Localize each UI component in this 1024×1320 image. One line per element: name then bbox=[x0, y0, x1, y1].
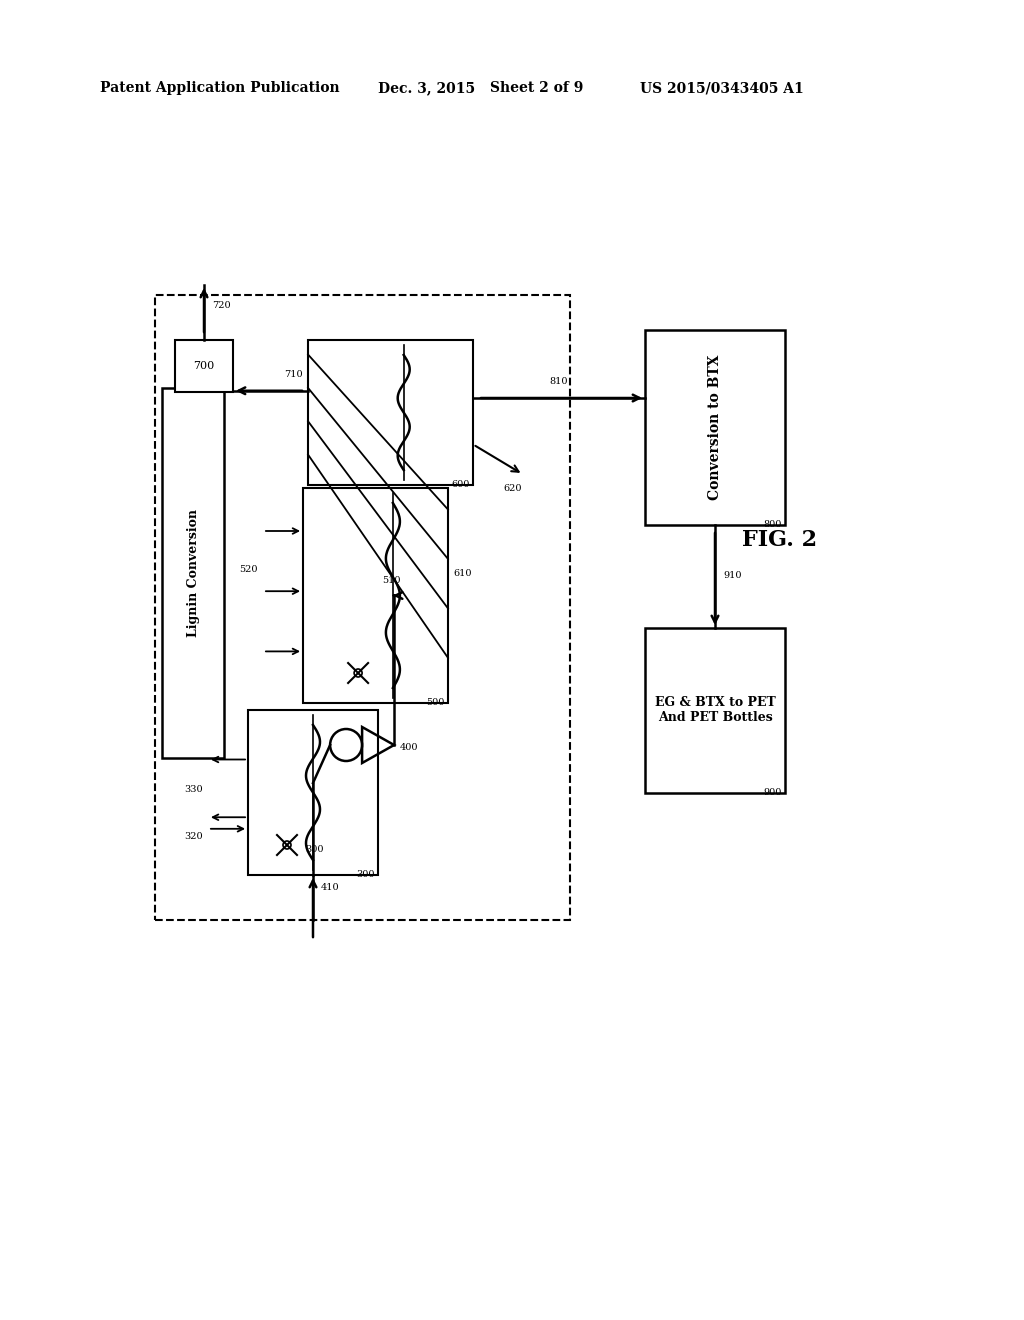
Text: 330: 330 bbox=[184, 784, 203, 793]
Text: Dec. 3, 2015: Dec. 3, 2015 bbox=[378, 81, 475, 95]
Text: 910: 910 bbox=[723, 572, 741, 581]
Bar bbox=[248, 710, 378, 875]
Text: 800: 800 bbox=[764, 520, 782, 529]
Text: 320: 320 bbox=[184, 832, 203, 841]
Bar bbox=[175, 341, 233, 392]
Text: 300: 300 bbox=[356, 870, 375, 879]
Text: 900: 900 bbox=[764, 788, 782, 797]
Bar bbox=[645, 330, 785, 525]
Text: Patent Application Publication: Patent Application Publication bbox=[100, 81, 340, 95]
Text: FIG. 2: FIG. 2 bbox=[742, 529, 817, 550]
Text: 410: 410 bbox=[321, 883, 340, 891]
Text: 520: 520 bbox=[240, 565, 258, 574]
Text: US 2015/0343405 A1: US 2015/0343405 A1 bbox=[640, 81, 804, 95]
Text: 620: 620 bbox=[503, 484, 521, 494]
Text: 510: 510 bbox=[382, 576, 400, 585]
Text: 400: 400 bbox=[400, 742, 419, 751]
Text: 500: 500 bbox=[427, 698, 445, 708]
Text: EG & BTX to PET
And PET Bottles: EG & BTX to PET And PET Bottles bbox=[654, 696, 775, 723]
Text: 610: 610 bbox=[453, 569, 471, 578]
Bar bbox=[155, 294, 570, 920]
Bar bbox=[308, 341, 473, 484]
Text: Conversion to BTX: Conversion to BTX bbox=[708, 354, 722, 500]
Text: Lignin Conversion: Lignin Conversion bbox=[186, 510, 200, 638]
Bar bbox=[645, 628, 785, 793]
Text: 700: 700 bbox=[194, 360, 215, 371]
Text: 710: 710 bbox=[285, 370, 303, 379]
Text: 720: 720 bbox=[212, 301, 230, 309]
Text: 810: 810 bbox=[550, 378, 568, 385]
Bar bbox=[162, 388, 224, 758]
Text: 600: 600 bbox=[452, 480, 470, 488]
Bar bbox=[303, 488, 449, 704]
Text: Sheet 2 of 9: Sheet 2 of 9 bbox=[490, 81, 584, 95]
Text: 300: 300 bbox=[305, 846, 324, 854]
